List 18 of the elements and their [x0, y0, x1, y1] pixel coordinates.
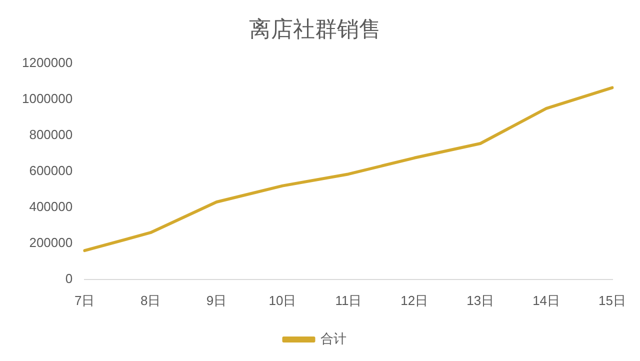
- y-tick-label: 1000000: [22, 90, 73, 106]
- chart-title: 离店社群销售: [249, 16, 381, 42]
- x-tick-label: 14日: [532, 292, 560, 308]
- x-tick-label: 8日: [140, 292, 161, 308]
- y-tick-label: 600000: [29, 162, 73, 178]
- x-tick-label: 12日: [400, 292, 428, 308]
- y-tick-label: 800000: [29, 126, 73, 142]
- y-tick-label: 1200000: [22, 54, 73, 70]
- x-tick-label: 9日: [206, 292, 227, 308]
- y-tick-label: 0: [65, 270, 73, 286]
- x-tick-label: 15日: [598, 292, 626, 308]
- x-tick-label: 7日: [74, 292, 95, 308]
- legend-label: 合计: [320, 331, 346, 346]
- x-tick-label: 13日: [466, 292, 494, 308]
- x-tick-label: 10日: [268, 292, 296, 308]
- x-tick-label: 11日: [335, 292, 362, 308]
- y-tick-label: 400000: [29, 198, 73, 214]
- y-tick-label: 200000: [29, 234, 73, 250]
